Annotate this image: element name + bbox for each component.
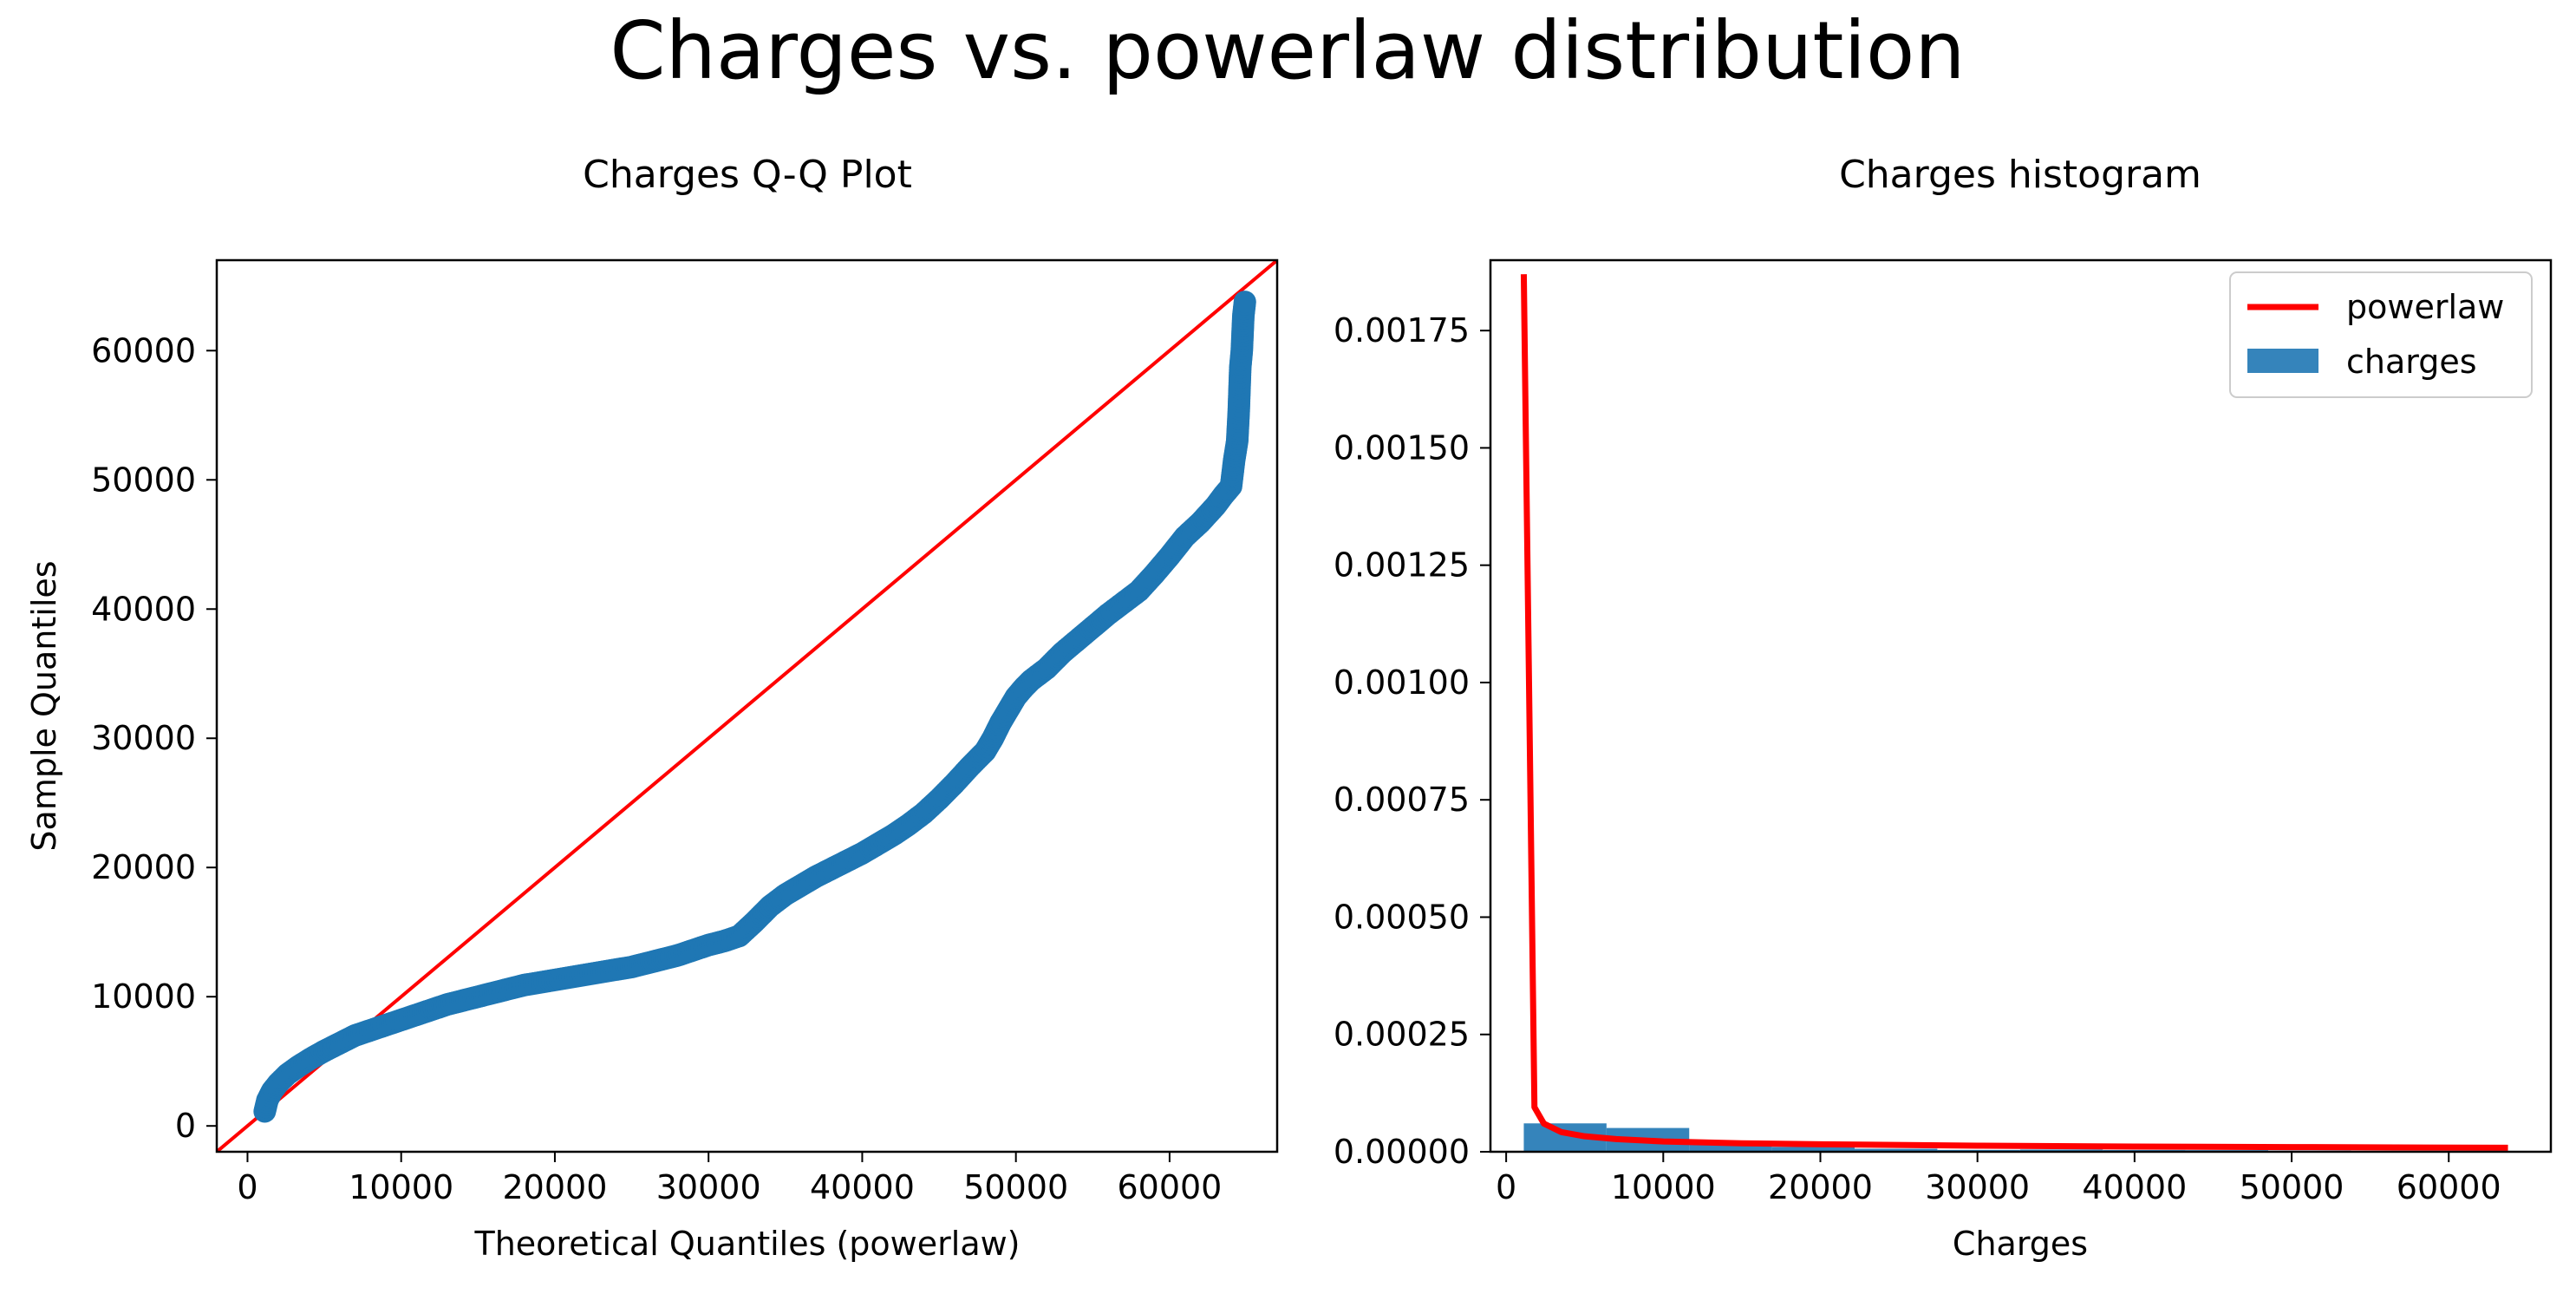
- histogram-y-tick-label: 0.00175: [1334, 311, 1470, 350]
- qq-y-tick-label: 10000: [91, 977, 196, 1016]
- histogram-x-tick-label: 60000: [2397, 1168, 2501, 1206]
- qq-x-tick-label: 40000: [810, 1168, 915, 1206]
- qq-y-tick-label: 50000: [91, 461, 196, 499]
- qq-x-tick-label: 30000: [656, 1168, 761, 1206]
- histogram-x-tick-label: 40000: [2082, 1168, 2187, 1206]
- qq-y-axis-label: Sample Quantiles: [25, 560, 63, 851]
- legend-charges-swatch: [2247, 349, 2318, 373]
- histogram-x-tick-label: 50000: [2240, 1168, 2344, 1206]
- legend-powerlaw-label: powerlaw: [2346, 288, 2504, 326]
- qq-x-tick-label: 0: [237, 1168, 258, 1206]
- qq-y-tick-label: 0: [175, 1107, 196, 1145]
- histogram-y-tick-label: 0.00125: [1334, 546, 1470, 585]
- qq-y-tick-label: 20000: [91, 848, 196, 886]
- qq-x-tick-label: 20000: [502, 1168, 607, 1206]
- qq-x-tick-label: 10000: [349, 1168, 453, 1206]
- qq-y-tick-label: 30000: [91, 719, 196, 757]
- qq-x-tick-label: 60000: [1117, 1168, 1222, 1206]
- histogram-x-tick-label: 30000: [1925, 1168, 2030, 1206]
- qq-y-tick-label: 60000: [91, 331, 196, 369]
- qq-plot-panel: Charges Q-Q Plot 0 10000 20000 30000 40000 50…: [25, 153, 1277, 1263]
- histogram-y-tick-label: 0.00075: [1334, 781, 1470, 819]
- histogram-y-tick-label: 0.00150: [1334, 428, 1470, 467]
- powerlaw-fit-line: [1523, 274, 2508, 1147]
- histogram-title: Charges histogram: [1839, 153, 2201, 197]
- histogram-panel: Charges histogram 0 10000 20000 30000 40000 5…: [1334, 153, 2551, 1263]
- qq-point: [1234, 291, 1256, 313]
- histogram-y-tick-label: 0.00000: [1334, 1133, 1470, 1171]
- histogram-x-tick-label: 10000: [1611, 1168, 1716, 1206]
- histogram-x-tick-label: 0: [1496, 1168, 1516, 1206]
- histogram-x-axis-label: Charges: [1953, 1225, 2088, 1263]
- histogram-y-tick-label: 0.00100: [1334, 663, 1470, 702]
- histogram-y-tick-label: 0.00025: [1334, 1016, 1470, 1054]
- legend-charges-label: charges: [2346, 343, 2477, 381]
- qq-x-axis-label: Theoretical Quantiles (powerlaw): [473, 1225, 1020, 1263]
- qq-y-tick-label: 40000: [91, 590, 196, 628]
- histogram-y-tick-label: 0.00050: [1334, 898, 1470, 936]
- qq-x-tick-label: 50000: [963, 1168, 1068, 1206]
- histogram-x-tick-label: 20000: [1768, 1168, 1873, 1206]
- qq-plot-title: Charges Q-Q Plot: [583, 153, 912, 197]
- legend: powerlaw charges: [2230, 272, 2532, 397]
- figure-suptitle: Charges vs. powerlaw distribution: [610, 4, 1965, 97]
